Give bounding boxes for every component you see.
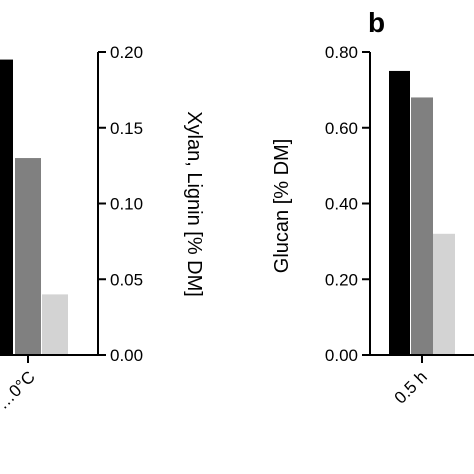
y-tick-label-panel2: 0.80 — [325, 43, 358, 62]
y-tick-label-panel1: 0.05 — [110, 270, 143, 289]
bar-panel2-series2 — [411, 97, 433, 355]
y-axis-title-panel1: Xylan, Lignin [% DM] — [183, 111, 205, 297]
y-axis-title-panel2: Glucan [% DM] — [271, 139, 293, 273]
panel-label-b: b — [368, 7, 385, 38]
y-tick-label-panel2: 0.40 — [325, 195, 358, 214]
bar-panel1-series2 — [15, 158, 41, 355]
x-tick-label-panel2: 0.5 h — [391, 367, 431, 407]
bar-panel2-series3 — [433, 233, 455, 355]
y-tick-label-panel1: 0.20 — [110, 43, 143, 62]
y-tick-label-panel2: 0.00 — [325, 346, 358, 365]
y-tick-label-panel1: 0.00 — [110, 346, 143, 365]
bar-panel1-series3 — [42, 294, 68, 355]
x-tick-label-panel1: …0°C — [0, 367, 39, 413]
y-tick-label-panel1: 0.10 — [110, 195, 143, 214]
bar-panel1-series1 — [0, 59, 13, 355]
y-tick-label-panel2: 0.20 — [325, 270, 358, 289]
y-tick-label-panel1: 0.15 — [110, 119, 143, 138]
y-tick-label-panel2: 0.60 — [325, 119, 358, 138]
bar-panel2-series1 — [389, 70, 410, 355]
